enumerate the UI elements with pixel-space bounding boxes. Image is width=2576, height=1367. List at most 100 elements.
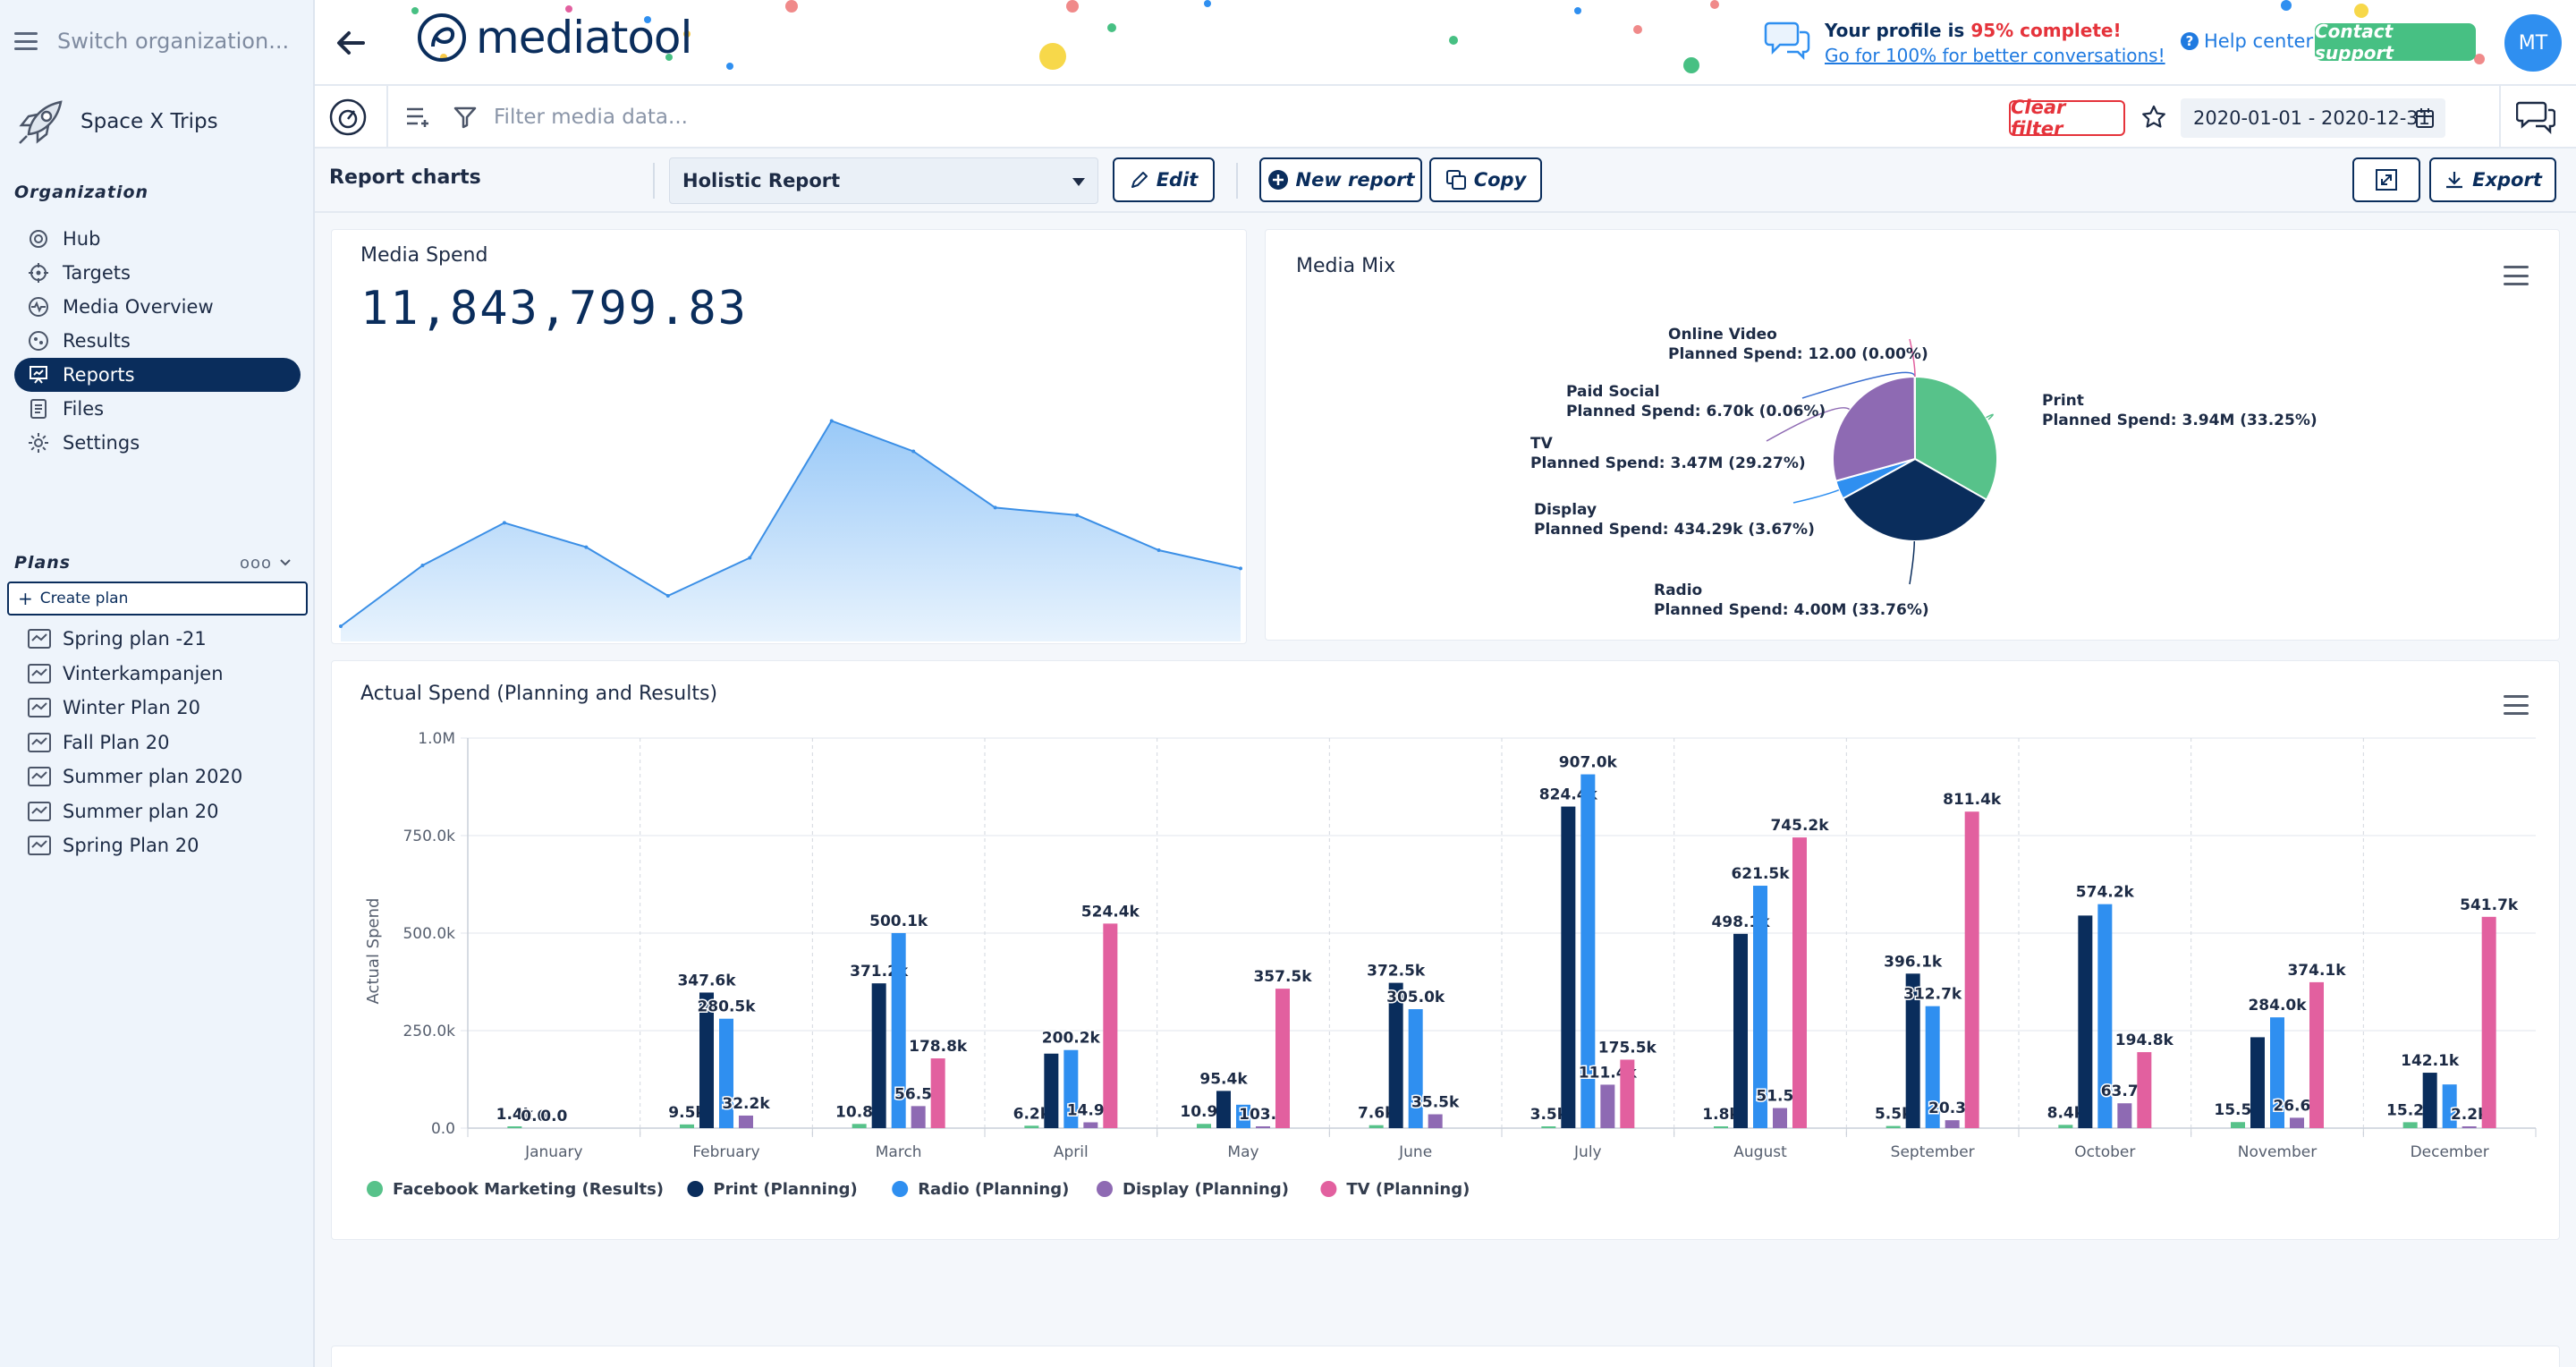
bar-display-planning--july [1600,1084,1615,1128]
plan-item[interactable]: Fall Plan 20 [27,726,304,760]
sidebar-item-label: Reports [63,364,135,386]
x-tick-label: May [1227,1143,1258,1161]
back-arrow-icon[interactable] [331,23,370,63]
sidebar-item-files[interactable]: Files [14,392,301,426]
x-tick-label: July [1573,1143,1602,1161]
bar-print-planning--november [2250,1037,2265,1128]
area-point [748,556,752,560]
data-label: 32.2k [722,1095,770,1113]
contact-support-button[interactable]: Contact support [2315,21,2476,64]
comments-icon[interactable] [2513,98,2558,136]
data-label: 178.8k [909,1038,968,1056]
profile-complete-link[interactable]: Go for 100% for better conversations! [1825,45,2165,66]
plan-item[interactable]: Winter Plan 20 [27,691,304,726]
sidebar-item-media-overview[interactable]: Media Overview [14,290,301,324]
plan-item[interactable]: Spring plan -21 [27,622,304,657]
bar-display-planning--november [2290,1117,2304,1128]
confetti-decoration [726,63,733,70]
bar-tv-planning--november [2309,981,2324,1128]
y-tick-label: 500.0k [402,925,455,943]
edit-button[interactable]: Edit [1113,157,1215,202]
data-label: 5.5k [1875,1106,1912,1124]
bar-tv-planning--july [1620,1059,1635,1128]
report-select[interactable]: Holistic Report [669,157,1098,204]
data-label: 200.2k [1042,1030,1101,1048]
clear-filter-button[interactable]: Clear filter [2009,97,2125,140]
new-report-button[interactable]: New report [1259,157,1422,202]
plan-icon [28,629,51,650]
confetti-decoration [1710,0,1719,9]
plans-more-button[interactable]: ooo [239,553,272,573]
gear-icon [27,431,50,454]
create-plan-button[interactable]: + Create plan [7,582,308,616]
bar-radio-planning--february [719,1018,733,1128]
confetti-decoration [1449,36,1458,45]
plan-item[interactable]: Summer plan 20 [27,794,304,829]
plan-icon [28,663,51,684]
date-range-picker[interactable]: 2020-01-01 - 2020-12-31 [2181,98,2445,138]
pie-connector [1909,540,1916,585]
fullscreen-button[interactable] [2352,157,2420,202]
sidebar-item-settings[interactable]: Settings [14,426,301,460]
copy-button[interactable]: Copy [1429,157,1542,202]
copy-icon [1445,170,1466,190]
data-label: 194.8k [2115,1032,2174,1049]
bar-facebook-marketing-results--february [680,1124,694,1128]
bar-print-planning--july [1561,806,1576,1128]
plan-item[interactable]: Spring Plan 20 [27,828,304,863]
organization-section-label: Organization [14,183,149,202]
bar-print-planning--august [1733,933,1748,1128]
chart-menu-icon[interactable] [2504,266,2529,285]
y-axis-label: Actual Spend [364,898,383,1005]
media-spend-card: Media Spend 11,843,799.83 [331,229,1247,644]
caret-down-icon [1072,178,1085,186]
confetti-decoration [1204,0,1211,7]
area-point [993,505,997,510]
legend-item-label: TV (Planning) [1346,1180,1470,1199]
bar-print-planning--october [2078,915,2093,1128]
list-settings-icon[interactable] [401,98,436,136]
plan-item[interactable]: Vinterkampanjen [27,657,304,692]
pie-connector [1792,489,1840,504]
pie-label-value: Planned Spend: 4.00M (33.76%) [1654,601,1929,619]
switch-organization-button[interactable]: Switch organization... [14,27,289,55]
data-label: 280.5k [697,998,756,1016]
plan-item-label: Fall Plan 20 [63,731,170,753]
data-label: 3.5k [1530,1106,1568,1124]
confetti-decoration [1039,43,1066,70]
media-mix-pie-chart: Print Planned Spend: 3.94M (33.25%) Radio P… [1530,326,2318,619]
plan-item[interactable]: Summer plan 2020 [27,760,304,794]
dashboard-gauge-icon[interactable] [327,98,369,136]
next-card [331,1346,2560,1367]
help-center-link[interactable]: ? Help center [2181,30,2313,52]
sidebar-item-label: Media Overview [63,296,214,318]
sidebar-item-label: Results [63,330,131,352]
filter-media-input[interactable] [494,98,1263,136]
confetti-decoration [644,16,651,23]
pie-label-name: TV [1530,435,1554,453]
sidebar-item-results[interactable]: Results [14,324,301,358]
sidebar-item-targets[interactable]: Targets [14,256,301,290]
export-button[interactable]: Export [2429,157,2556,202]
plan-item-label: Vinterkampanjen [63,662,224,684]
pulse-icon [27,295,50,318]
sidebar-item-hub[interactable]: Hub [14,222,301,256]
report-select-value: Holistic Report [682,170,841,191]
legend-marker [1320,1181,1337,1197]
data-label: 142.1k [2401,1052,2460,1070]
data-label: 574.2k [2076,884,2135,902]
plan-icon [28,836,51,856]
hamburger-menu-icon[interactable] [14,32,38,50]
calendar-icon [2416,108,2434,128]
area-point [665,594,670,598]
chevron-down-icon[interactable] [279,558,292,567]
star-icon[interactable] [2140,98,2168,136]
avatar[interactable]: MT [2504,14,2562,72]
confetti-decoration [411,7,419,14]
data-label: 745.2k [1770,817,1829,835]
chart-menu-icon[interactable] [2504,695,2529,715]
pie-label-value: Planned Spend: 3.47M (29.27%) [1530,454,1806,472]
sidebar-item-reports[interactable]: Reports [14,358,301,392]
question-icon: ? [2181,32,2199,50]
mediatool-logo[interactable]: mediatool [415,11,692,64]
